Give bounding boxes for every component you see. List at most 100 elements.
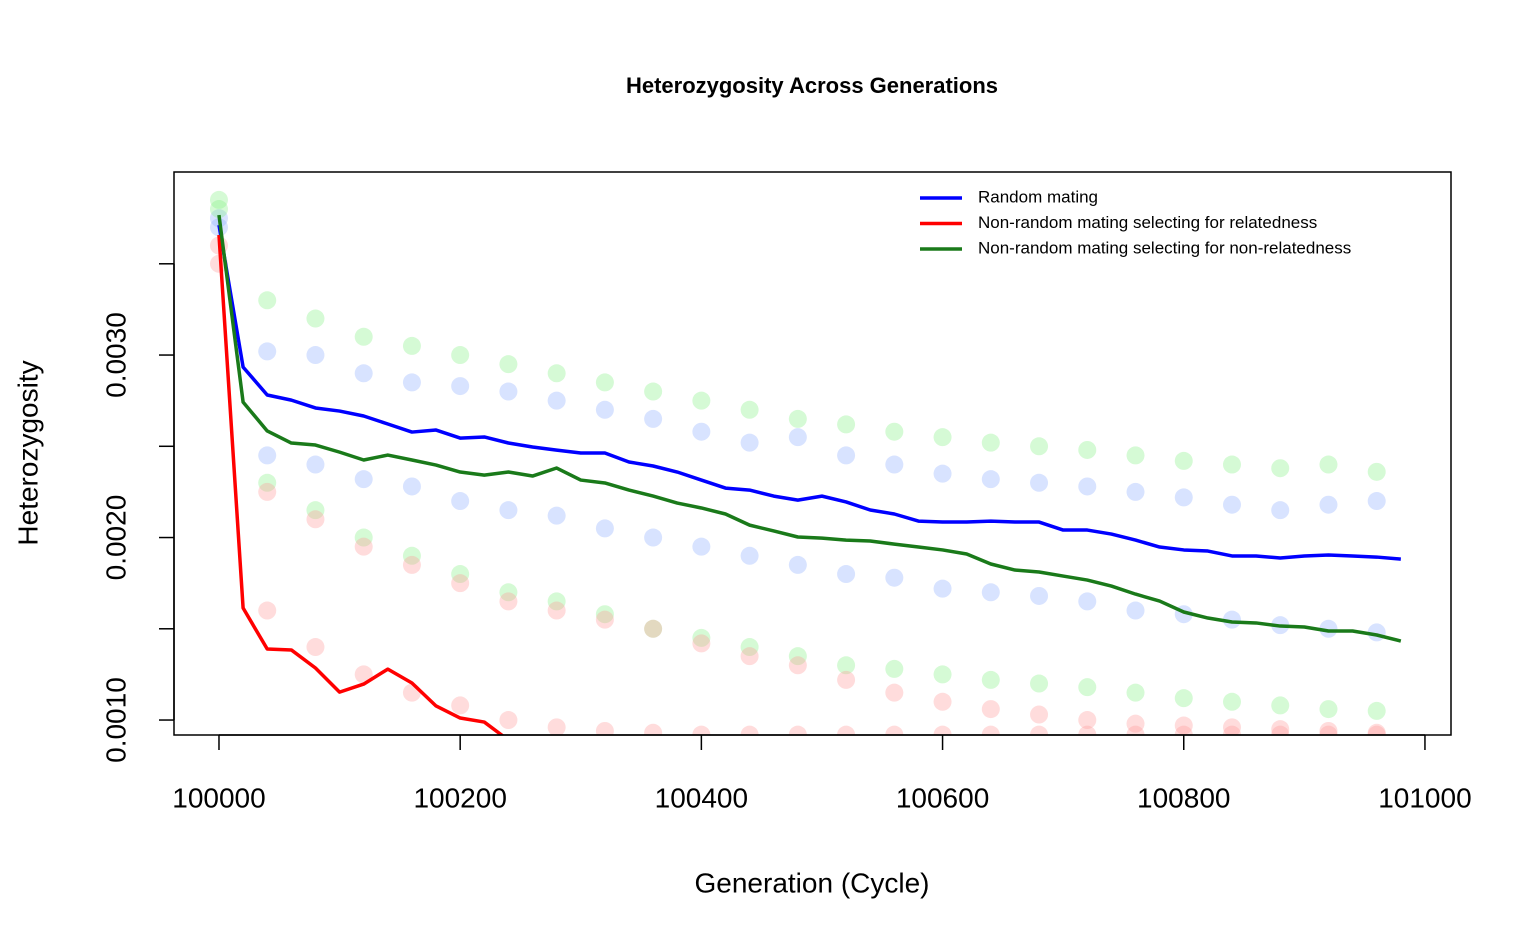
replicate-point [981,700,1000,719]
replicate-point [885,455,904,474]
replicate-point [258,473,277,492]
replicate-point [1222,718,1241,735]
replicate-point [306,510,325,529]
replicate-point [402,683,421,702]
replicate-point [595,519,614,538]
replicate-point [1078,440,1097,459]
replicate-point [981,583,1000,602]
replicate-point [402,336,421,355]
replicate-point [1030,725,1049,735]
replicate-point [788,555,807,574]
replicate-point [1174,451,1193,470]
replicate-point [692,634,711,653]
replicate-point [740,400,759,419]
replicate-point [837,725,856,735]
replicate-point [692,422,711,441]
replicate-point [258,342,277,361]
replicate-point [1078,592,1097,611]
replicate-point [692,537,711,556]
replicate-point [933,692,952,711]
replicate-point [1319,455,1338,474]
replicate-point [740,638,759,657]
replicate-point [933,428,952,447]
replicate-point [1222,725,1241,735]
x-tick-label: 100400 [655,782,748,813]
replicate-point [1030,705,1049,724]
replicate-point [402,555,421,574]
replicate-point [402,373,421,392]
replicate-point [306,638,325,657]
replicate-point [740,433,759,452]
replicate-point [306,501,325,520]
replicate-point [1030,437,1049,456]
replicate-point [402,477,421,496]
replicate-point [1367,701,1386,720]
replicate-point [1030,674,1049,693]
replicate-point [451,696,470,715]
replicate-points [209,190,1386,735]
replicate-point [1174,689,1193,708]
series-line [217,224,1401,561]
replicate-point [354,537,373,556]
replicate-point [1319,725,1338,735]
replicate-point [547,506,566,525]
replicate-point [788,409,807,428]
replicate-point [209,190,228,209]
replicate-point [595,373,614,392]
replicate-point [981,670,1000,689]
replicate-point [547,718,566,735]
replicate-point [644,619,663,638]
replicate-point [1078,725,1097,735]
replicate-point [644,382,663,401]
replicate-point [933,665,952,684]
replicate-point [306,346,325,365]
replicate-point [1078,711,1097,730]
replicate-point [885,659,904,678]
series-line [217,234,505,735]
replicate-point [451,492,470,511]
mean-lines [217,214,1402,735]
replicate-point [644,528,663,547]
replicate-point [1271,501,1290,520]
replicate-point [837,656,856,675]
replicate-point [692,391,711,410]
x-tick-label: 101000 [1378,782,1471,813]
replicate-point [258,482,277,501]
replicate-point [692,628,711,647]
replicate-point [885,568,904,587]
replicate-point [547,391,566,410]
replicate-point [402,546,421,565]
replicate-point [1367,492,1386,511]
replicate-point [1319,619,1338,638]
x-tick-label: 100800 [1137,782,1230,813]
x-tick-label: 100600 [896,782,989,813]
replicate-point [788,428,807,447]
replicate-point [1126,446,1145,465]
replicate-point [499,355,518,374]
replicate-point [547,364,566,383]
replicate-point [1078,477,1097,496]
replicate-point [354,364,373,383]
replicate-point [837,446,856,465]
replicate-point [788,647,807,666]
replicate-point [837,415,856,434]
replicate-point [547,601,566,620]
replicate-point [354,528,373,547]
replicate-point [692,725,711,735]
replicate-point [644,409,663,428]
replicate-point [885,683,904,702]
replicate-point [788,656,807,675]
replicate-point [644,619,663,638]
replicate-point [595,605,614,624]
replicate-point [1030,586,1049,605]
replicate-point [1319,721,1338,735]
replicate-point [499,592,518,611]
replicate-point [451,346,470,365]
x-axis-label: Generation (Cycle) [695,867,930,898]
replicate-point [209,200,228,219]
replicate-point [1222,610,1241,629]
chart-title: Heterozygosity Across Generations [626,73,998,98]
replicate-point [885,422,904,441]
legend-label: Non-random mating selecting for relatedn… [978,213,1317,232]
legend-label: Non-random mating selecting for non-rela… [978,238,1351,257]
